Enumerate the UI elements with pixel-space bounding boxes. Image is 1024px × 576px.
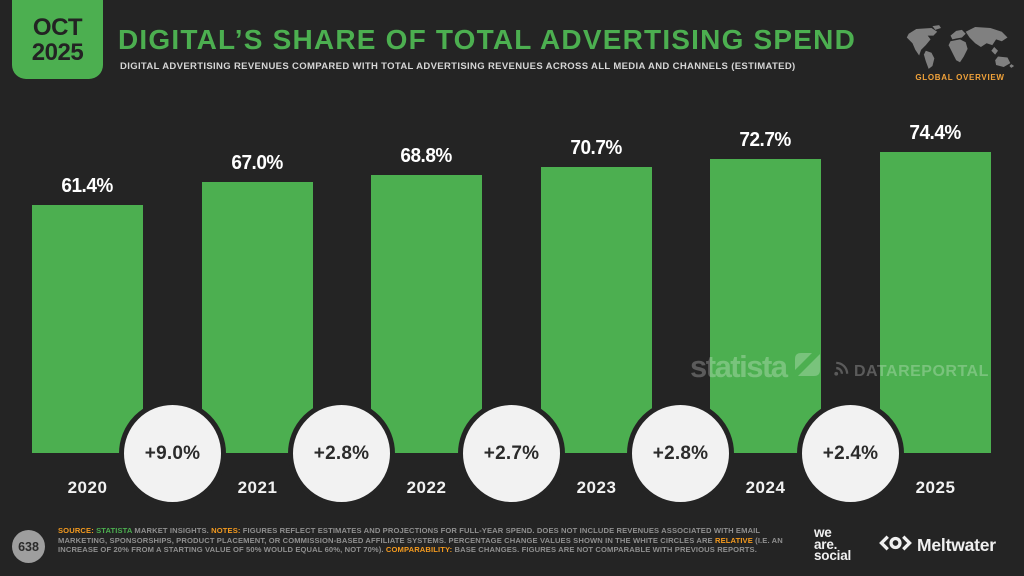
date-badge-month: OCT	[32, 13, 83, 41]
bar-2023	[541, 167, 652, 453]
footnote-notes-label: NOTES:	[211, 526, 243, 535]
we-are-social-line: social	[814, 548, 852, 563]
page-subtitle: DIGITAL ADVERTISING REVENUES COMPARED WI…	[120, 61, 796, 72]
change-badge-2023-2024: +2.8%	[627, 400, 734, 507]
change-value: +2.8%	[313, 442, 370, 464]
we-are-social-line: are.	[814, 536, 838, 552]
bar-column-2021: 67.0% 2021	[202, 152, 313, 497]
change-badge-2020-2021: +9.0%	[119, 400, 226, 507]
meltwater-logo-text: Meltwater	[917, 535, 996, 555]
bar-column-2022: 68.8% 2022	[371, 145, 482, 497]
bar-column-2020: 61.4% 2020	[32, 175, 143, 497]
statista-watermark-text: statista	[690, 348, 788, 384]
date-badge-year: 2025	[31, 38, 84, 66]
page-title: DIGITAL’S SHARE OF TOTAL ADVERTISING SPE…	[118, 24, 857, 55]
we-are-social-line: we	[814, 525, 832, 540]
page-number: 638	[18, 539, 39, 554]
region-label: GLOBAL OVERVIEW	[915, 73, 1005, 82]
statista-watermark: statista	[690, 350, 821, 382]
bar-value-label: 74.4%	[909, 122, 962, 144]
axis-label-year: 2025	[915, 478, 956, 497]
datareportal-signal-icon	[831, 360, 850, 384]
bar-2025	[880, 152, 991, 453]
change-badge-2024-2025: +2.4%	[797, 400, 904, 507]
world-map-icon	[903, 24, 1017, 70]
footnote-text: (I.E. AN INCREASE OF 20% FROM A STARTING…	[58, 535, 783, 555]
bar-2024	[710, 159, 821, 453]
bar-value-label: 67.0%	[231, 152, 284, 174]
bar-value-label: 68.8%	[400, 145, 453, 167]
change-value: +9.0%	[144, 442, 201, 464]
axis-label-year: 2021	[237, 478, 278, 497]
footnote-text: MARKET INSIGHTS.	[132, 526, 212, 535]
we-are-social-logo: we are. social	[814, 525, 852, 563]
footnote-statista: STATISTA	[96, 526, 133, 535]
axis-label-year: 2022	[406, 478, 447, 497]
axis-label-year: 2023	[576, 478, 617, 497]
bar-value-label: 72.7%	[739, 129, 792, 151]
date-badge: OCT 2025	[12, 0, 103, 79]
bar-value-label: 70.7%	[570, 137, 623, 159]
footnote-comparability-label: COMPARABILITY:	[385, 545, 455, 555]
datareportal-watermark: DATAREPORTAL	[831, 360, 989, 384]
footnote-relative: RELATIVE	[714, 535, 753, 545]
footnote: SOURCE: STATISTA MARKET INSIGHTS. NOTES:…	[58, 526, 798, 555]
bar-column-2024: 72.7% 2024	[710, 129, 821, 497]
footnote-source-label: SOURCE:	[58, 526, 97, 535]
change-badge-2021-2022: +2.8%	[288, 400, 395, 507]
bar-column-2025: 74.4% 2025	[880, 122, 991, 497]
page-number-badge: 638	[12, 530, 45, 563]
bar-value-label: 61.4%	[61, 175, 114, 197]
axis-label-year: 2020	[67, 478, 108, 497]
change-badge-2022-2023: +2.7%	[458, 400, 565, 507]
footnote-text: FIGURES REFLECT ESTIMATES AND PROJECTION…	[58, 526, 761, 545]
bar-2021	[202, 182, 313, 453]
bar-2020	[32, 205, 143, 453]
change-value: +2.7%	[483, 442, 540, 464]
change-value: +2.4%	[822, 442, 879, 464]
footnote-text: BASE CHANGES. FIGURES ARE NOT COMPARABLE…	[454, 545, 757, 555]
bar-2022	[371, 175, 482, 453]
meltwater-logo: Meltwater	[879, 534, 996, 557]
bar-column-2023: 70.7% 2023	[541, 137, 652, 497]
axis-label-year: 2024	[745, 478, 786, 497]
change-value: +2.8%	[652, 442, 709, 464]
statista-logo-icon	[794, 350, 821, 382]
datareportal-watermark-text: DATAREPORTAL	[854, 363, 989, 380]
meltwater-eye-icon	[879, 534, 912, 557]
